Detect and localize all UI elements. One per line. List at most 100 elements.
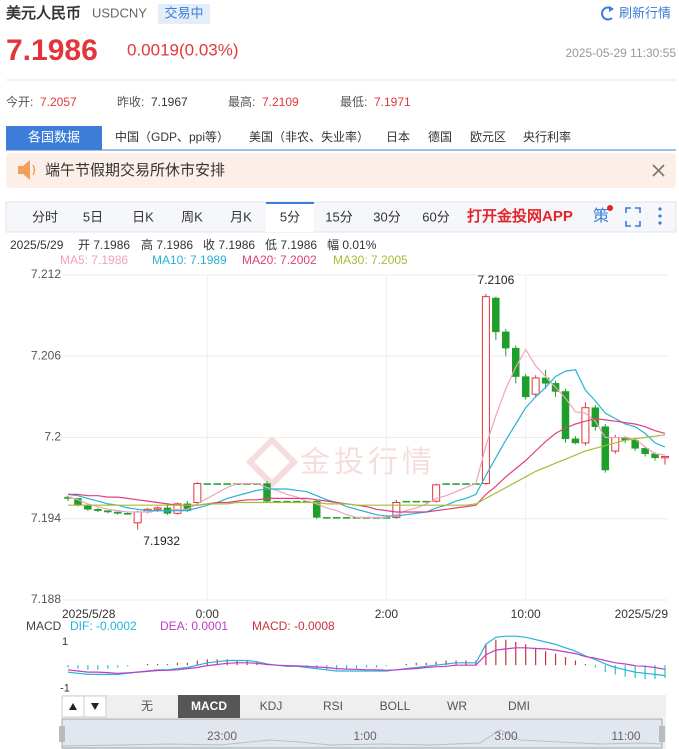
indicator-active-bg [178, 695, 240, 718]
refresh-label[interactable]: 刷新行情 [619, 5, 671, 20]
candle-body [203, 483, 212, 485]
candle-body [84, 504, 92, 510]
ma-line [68, 434, 666, 506]
navigator-time: 3:00 [494, 729, 518, 743]
low-label: 7.1932 [143, 534, 180, 548]
price-change: 0.0019(0.03%) [127, 40, 239, 59]
close-notice[interactable] [652, 164, 665, 177]
indicator-tab[interactable]: KDJ [260, 699, 283, 713]
fullscreen-icon[interactable] [625, 207, 641, 227]
candle-body [641, 448, 649, 455]
candle-body [342, 517, 351, 519]
period-tab[interactable]: 30分 [373, 209, 400, 224]
country-tabs: 各国数据 中国（GDP、ppi等） 美国（非农、失业率） 日本 德国 欧元区 央行利率 [6, 126, 571, 150]
legend-entry: DIF: -0.0002 [70, 619, 137, 633]
y-tick-label: 7.188 [31, 592, 61, 606]
tab[interactable]: 中国（GDP、ppi等） [115, 129, 229, 144]
tab[interactable]: 德国 [428, 129, 452, 144]
navigator-line [61, 729, 663, 747]
indicator-tab[interactable]: 无 [141, 699, 153, 713]
ma-line [68, 417, 666, 513]
tab[interactable]: 各国数据 [28, 129, 80, 144]
tab[interactable]: 央行利率 [523, 129, 571, 144]
x-tick-label: 2:00 [375, 607, 399, 621]
stat-value: 7.1967 [151, 95, 188, 109]
candle-body [313, 500, 321, 518]
stat-value: 7.1971 [374, 95, 411, 109]
period-tab[interactable]: 周K [181, 209, 203, 224]
ma-line [67, 348, 666, 518]
arrow-icons [69, 703, 99, 710]
strategy-dot [607, 205, 613, 211]
period-tab[interactable]: 日K [132, 209, 154, 224]
speaker-wave [32, 164, 36, 176]
x-tick-label: 2025/5/28 [62, 607, 116, 621]
candle-body [481, 296, 490, 485]
speaker-icon [18, 160, 30, 180]
instrument-name: 美元人民币 [6, 4, 81, 22]
more-icon[interactable] [658, 207, 662, 225]
candle-body [581, 407, 590, 444]
period-tab[interactable]: 分时 [32, 209, 58, 224]
refresh-arrow [609, 6, 614, 12]
candle-body [153, 507, 162, 510]
info-item: 开 7.1986 [78, 238, 130, 252]
info-item: 高 7.1986 [141, 237, 193, 252]
candle-body [591, 407, 600, 427]
info-item: 收 7.1986 [203, 238, 255, 252]
indicator-tab[interactable]: BOLL [380, 699, 411, 713]
stat-label: 最低: [340, 95, 367, 109]
candle-body [114, 511, 122, 514]
macd-title: MACD [26, 619, 62, 633]
legend-entry: MA30: 7.2005 [333, 253, 408, 267]
period-tab[interactable]: 15分 [325, 209, 352, 224]
candle-body [94, 509, 102, 511]
period-tab[interactable]: 月K [230, 209, 252, 224]
instrument-code: USDCNY [92, 5, 147, 20]
tab[interactable]: 日本 [386, 130, 410, 144]
candle-body [402, 500, 411, 503]
y-tick-label: 7.212 [31, 267, 61, 281]
active-period-bg [266, 202, 314, 232]
candle-body [492, 297, 500, 333]
candle-body [133, 511, 142, 524]
navigator-handle[interactable] [659, 726, 665, 742]
status-badge [158, 4, 210, 24]
candle-body [412, 500, 420, 503]
navigator-time: 1:00 [353, 729, 377, 743]
legend-entry: DEA: 0.0001 [160, 619, 228, 633]
candle-body [263, 483, 271, 502]
candle-body [332, 517, 341, 519]
period-tab[interactable]: 5日 [83, 209, 103, 224]
legend-entry: MA20: 7.2002 [242, 253, 317, 267]
candle-body [322, 517, 331, 519]
indicator-tab[interactable]: DMI [508, 699, 530, 713]
candle-body [104, 510, 112, 513]
tab[interactable]: 欧元区 [470, 130, 506, 144]
candle-body [531, 377, 540, 395]
ma-line [67, 369, 666, 517]
indicator-tab[interactable]: WR [447, 699, 467, 713]
legend-entry: MA10: 7.1989 [152, 253, 227, 267]
stats: 今开: 7.2057 昨收: 7.1967 最高: 7.2109 最低: 7.1971 [6, 94, 411, 109]
app-link[interactable]: 打开金投网APP [467, 207, 573, 225]
refresh-button[interactable]: 刷新行情 [601, 5, 671, 21]
y-tick-label: 7.206 [31, 348, 61, 362]
watermark: 金投行情 [245, 435, 432, 489]
indicator-tab[interactable]: MACD [191, 699, 227, 713]
period-tab[interactable]: 60分 [422, 209, 449, 224]
period-tab[interactable]: 5分 [280, 209, 300, 224]
navigator-window[interactable] [61, 718, 663, 749]
strategy-button[interactable]: 策 [593, 207, 609, 225]
stat-value: 7.2109 [262, 95, 299, 109]
candle-body [611, 437, 620, 452]
candle-body [452, 483, 460, 485]
indicator-tab[interactable]: RSI [323, 699, 343, 713]
y-tick-label: 7.194 [31, 511, 61, 525]
stat-label: 今开: [6, 94, 33, 109]
stat-label: 最高: [228, 94, 255, 109]
tab[interactable]: 美国（非农、失业率） [249, 129, 369, 144]
notice-text[interactable]: 端午节假期交易所休市安排 [45, 161, 225, 179]
navigator-handle[interactable] [59, 726, 65, 742]
